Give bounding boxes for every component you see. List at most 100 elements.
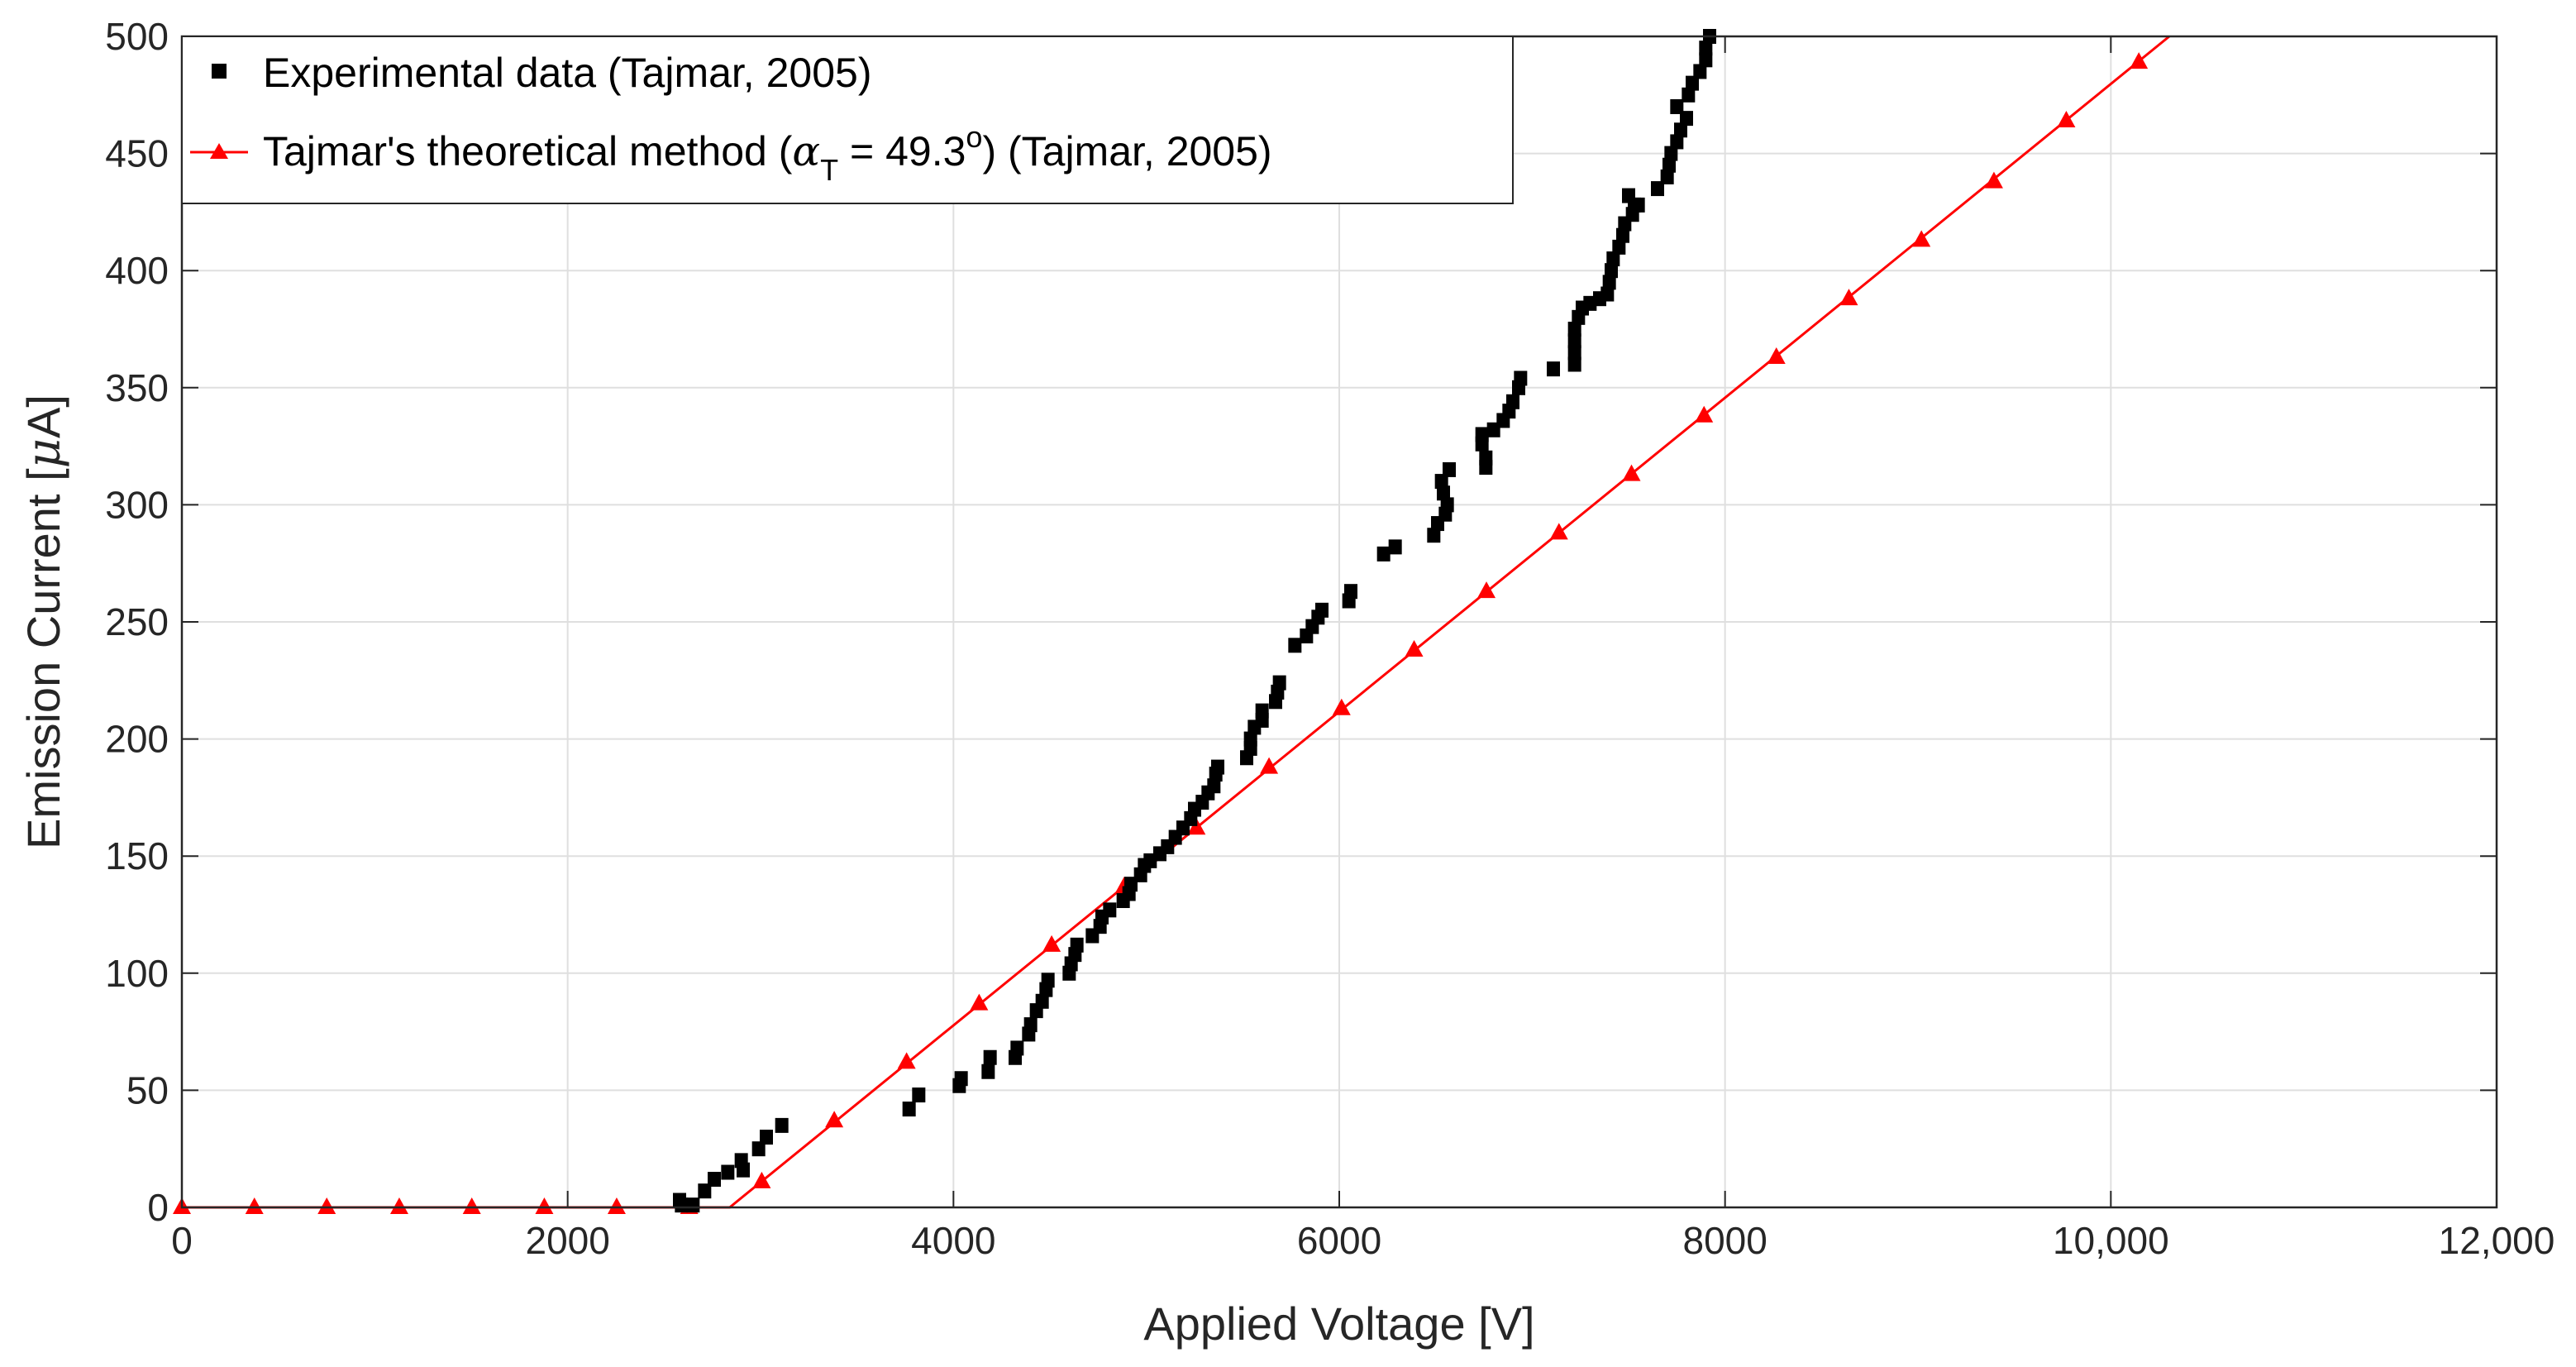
legend-box	[181, 36, 1514, 204]
legend-theory-value: = 49.3	[838, 128, 966, 174]
x-tick-label: 2000	[525, 1219, 609, 1262]
experimental-series-point	[1315, 602, 1329, 618]
experimental-series-point	[1605, 263, 1618, 279]
y-tick-label: 500	[105, 15, 169, 58]
experimental-series-point	[1651, 181, 1664, 197]
x-tick-label: 8000	[1682, 1219, 1767, 1262]
experimental-series-point	[1443, 461, 1456, 477]
experimental-series-point	[775, 1117, 789, 1133]
legend-theory-subscript: T	[820, 153, 838, 187]
y-axis-title-mu: μ	[17, 438, 71, 468]
theory-series-point	[245, 1197, 264, 1214]
experimental-series-point	[1686, 75, 1699, 91]
experimental-series-point	[1514, 370, 1528, 386]
experimental-series-point	[1255, 703, 1269, 719]
experimental-series-point	[954, 1071, 968, 1087]
legend-marker-experimental	[212, 64, 227, 79]
experimental-series-point	[1682, 87, 1696, 103]
theory-series-point	[752, 1171, 771, 1188]
experimental-series-point	[1693, 64, 1707, 79]
theory-series-point	[317, 1197, 336, 1214]
experimental-series-point	[1041, 973, 1055, 988]
theory-series-point	[607, 1197, 626, 1214]
y-tick-label: 50	[126, 1068, 169, 1111]
experimental-series-point	[1010, 1040, 1024, 1056]
experimental-series-point	[1567, 356, 1581, 372]
experimental-series-point	[1600, 286, 1615, 302]
theory-series-point	[1839, 289, 1858, 306]
experimental-series-point	[1602, 275, 1616, 290]
y-tick-label: 400	[105, 249, 169, 292]
experimental-series-point	[1616, 227, 1629, 243]
theory-series-point	[1042, 934, 1061, 952]
experimental-series-point	[1699, 52, 1713, 68]
y-tick-label: 450	[105, 132, 169, 175]
experimental-series-point	[1070, 937, 1084, 953]
experimental-series-point	[1612, 239, 1626, 255]
experimental-series-point	[1567, 322, 1581, 337]
experimental-series-point	[902, 1102, 916, 1117]
experimental-series-point	[737, 1162, 750, 1178]
experimental-series-point	[1344, 584, 1357, 600]
theory-series-point	[1767, 347, 1786, 364]
y-tick-label: 0	[147, 1186, 169, 1229]
experimental-series-point	[1207, 778, 1221, 794]
experimental-series-point	[1479, 450, 1493, 466]
theory-series-point	[1984, 171, 2003, 189]
experimental-series-point	[1035, 993, 1049, 1009]
theory-series-point	[897, 1052, 916, 1069]
y-tick-label: 350	[105, 366, 169, 409]
theory-series-point	[1187, 818, 1206, 835]
experimental-series-point	[1272, 675, 1286, 691]
experimental-series-point	[1475, 427, 1489, 442]
theory-series-point	[1695, 405, 1714, 423]
y-tick-label: 300	[105, 483, 169, 526]
experimental-series-point	[1547, 361, 1560, 377]
theory-series-point	[825, 1111, 844, 1128]
experimental-series-point	[1434, 474, 1448, 490]
legend-theory-alpha: α	[792, 127, 820, 175]
y-axis-title-text: Emission Current [	[17, 468, 69, 849]
theory-series-point	[1477, 581, 1496, 599]
experimental-series-point	[1680, 111, 1693, 127]
theory-series-point	[2130, 52, 2149, 69]
x-tick-label: 12,000	[2439, 1219, 2555, 1262]
experimental-series-point	[708, 1172, 721, 1188]
experimental-series-point	[1288, 638, 1302, 653]
experimental-series-point	[1388, 539, 1402, 555]
theory-series-point	[1332, 698, 1351, 715]
legend-label-experimental: Experimental data (Tajmar, 2005)	[263, 50, 871, 96]
experimental-series-point	[1699, 41, 1713, 56]
experimental-series-point	[760, 1130, 773, 1145]
experimental-series-point	[983, 1049, 997, 1065]
experimental-series-point	[1023, 1017, 1038, 1033]
legend-theory-suffix: ) (Tajmar, 2005)	[982, 128, 1271, 174]
y-tick-label: 100	[105, 952, 169, 995]
y-tick-label: 200	[105, 718, 169, 761]
y-tick-label: 150	[105, 834, 169, 877]
experimental-series-point	[1567, 333, 1581, 349]
experimental-series-point	[1660, 169, 1674, 184]
experimental-series-point	[1662, 157, 1676, 173]
experimental-series-point	[1631, 197, 1645, 213]
experimental-series-point	[1567, 345, 1581, 361]
experimental-series-point	[1376, 546, 1391, 562]
x-axis-title: Applied Voltage [V]	[1143, 1298, 1534, 1350]
x-tick-label: 0	[171, 1219, 193, 1262]
experimental-series-point	[698, 1183, 712, 1199]
experimental-series-point	[1674, 122, 1687, 138]
theory-series-point	[2057, 110, 2076, 127]
theory-series-point	[1622, 464, 1641, 481]
ticks: 0 2000 4000 6000 8000 10,000 12,000 0 50 100 150 20…	[105, 15, 2555, 1262]
experimental-series-point	[1606, 251, 1620, 267]
experimental-series-point	[1103, 902, 1117, 918]
legend: Experimental data (Tajmar, 2005) Tajmar'…	[181, 36, 1514, 204]
y-tick-label: 250	[105, 600, 169, 643]
theory-series-point	[462, 1197, 481, 1214]
legend-label-theory: Tajmar's theoretical method (αT = 49.3o)…	[263, 120, 1272, 187]
experimental-series-point	[1427, 528, 1441, 543]
experimental-series-point	[1664, 146, 1678, 161]
x-tick-label: 6000	[1297, 1219, 1381, 1262]
experimental-series-point	[981, 1063, 995, 1079]
